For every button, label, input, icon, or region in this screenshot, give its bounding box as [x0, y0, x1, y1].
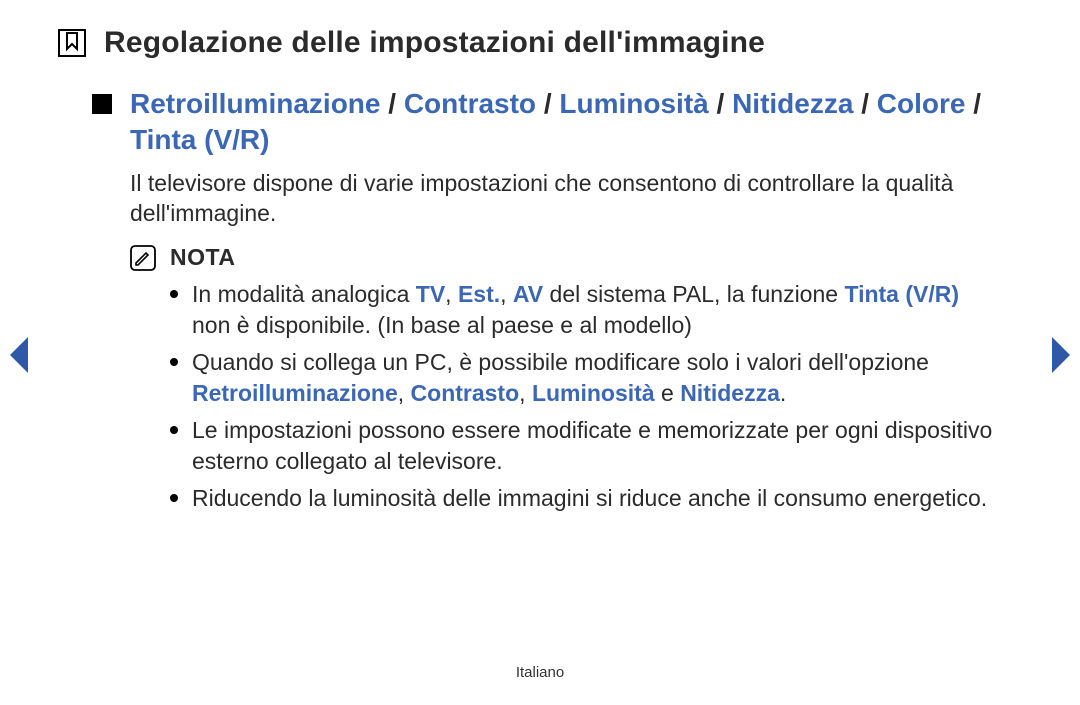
note-text: In modalità analogica: [192, 281, 416, 307]
note-item: Riducendo la luminosità delle immagini s…: [170, 483, 1002, 514]
note-text: Le impostazioni possono essere modificat…: [192, 417, 992, 474]
page-heading-row: Regolazione delle impostazioni dell'imma…: [58, 26, 1022, 60]
note-keyword: AV: [513, 281, 543, 307]
section-subtitle: Retroilluminazione / Contrasto / Luminos…: [130, 86, 1022, 158]
section-heading-row: Retroilluminazione / Contrasto / Luminos…: [58, 86, 1022, 158]
note-item: Le impostazioni possono essere modificat…: [170, 415, 1002, 477]
note-text: Quando si collega un PC, è possibile mod…: [192, 349, 929, 375]
note-text: ,: [398, 380, 411, 406]
note-item: In modalità analogica TV, Est., AV del s…: [170, 279, 1002, 341]
subtitle-term: Nitidezza: [732, 88, 853, 119]
page-title: Regolazione delle impostazioni dell'imma…: [104, 26, 765, 60]
nota-row: NOTA: [130, 242, 1002, 272]
note-text: del sistema PAL, la funzione: [543, 281, 844, 307]
note-text: e: [655, 380, 681, 406]
subtitle-sep: /: [536, 88, 559, 119]
note-keyword: Contrasto: [411, 380, 520, 406]
bookmark-icon: [58, 29, 86, 57]
note-keyword: Est.: [458, 281, 500, 307]
subtitle-term: Colore: [877, 88, 966, 119]
footer-language: Italiano: [0, 664, 1080, 681]
subtitle-sep: /: [709, 88, 732, 119]
subtitle-sep: /: [853, 88, 876, 119]
intro-text: Il televisore dispone di varie impostazi…: [130, 168, 1002, 229]
note-keyword: Nitidezza: [680, 380, 780, 406]
section-body: Il televisore dispone di varie impostazi…: [58, 168, 1022, 514]
note-keyword: TV: [416, 281, 445, 307]
note-keyword: Tinta (V/R): [844, 281, 959, 307]
note-text: Riducendo la luminosità delle immagini s…: [192, 485, 987, 511]
note-item: Quando si collega un PC, è possibile mod…: [170, 347, 1002, 409]
note-text: non è disponibile. (In base al paese e a…: [192, 312, 692, 338]
manual-page: Regolazione delle impostazioni dell'imma…: [0, 0, 1080, 705]
subtitle-term: Luminosità: [559, 88, 708, 119]
subtitle-term: Contrasto: [404, 88, 536, 119]
note-text: ,: [519, 380, 532, 406]
note-keyword: Luminosità: [532, 380, 655, 406]
note-text: ,: [445, 281, 458, 307]
subtitle-term: Tinta (V/R): [130, 124, 269, 155]
note-list: In modalità analogica TV, Est., AV del s…: [130, 279, 1002, 514]
nota-label: NOTA: [170, 242, 235, 272]
square-bullet-icon: [92, 94, 112, 114]
next-page-button[interactable]: [1048, 335, 1074, 375]
pencil-note-icon: [130, 245, 156, 271]
note-keyword: Retroilluminazione: [192, 380, 398, 406]
subtitle-sep: /: [965, 88, 981, 119]
note-text: .: [780, 380, 786, 406]
prev-page-button[interactable]: [6, 335, 32, 375]
note-text: ,: [500, 281, 513, 307]
subtitle-sep: /: [380, 88, 403, 119]
subtitle-term: Retroilluminazione: [130, 88, 380, 119]
